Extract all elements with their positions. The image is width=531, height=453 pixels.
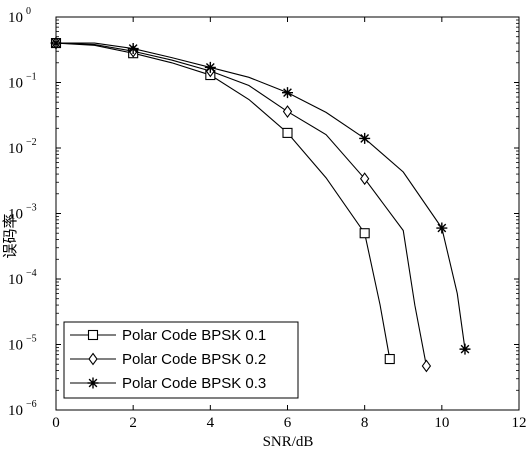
series-3 <box>50 37 471 355</box>
x-tick-label: 2 <box>129 415 137 431</box>
y-tick-exponent: −2 <box>26 137 37 148</box>
y-tick-label: 10 <box>8 272 23 288</box>
legend: Polar Code BPSK 0.1 Polar Code BPSK 0.2 Po… <box>63 321 299 399</box>
series-line <box>55 42 391 360</box>
axis-ticks: 10 010 −110 −210 −310 −410 −510 −60 2 4 6 8 10 12 <box>8 6 527 431</box>
legend-label: Polar Code BPSK 0.1 <box>122 327 266 344</box>
series-line <box>56 42 466 350</box>
legend-item: Polar Code BPSK 0.3 <box>70 375 266 392</box>
series-line <box>55 42 427 367</box>
plot-frame <box>55 16 520 411</box>
legend-item: Polar Code BPSK 0.1 <box>70 327 266 344</box>
diamond-marker <box>88 352 98 366</box>
y-tick-exponent: −1 <box>26 72 37 83</box>
y-axis-label: 误码率 <box>1 213 19 258</box>
square-marker <box>282 127 293 138</box>
x-tick-label: 0 <box>52 415 60 431</box>
star-marker <box>459 343 471 355</box>
series-layer <box>50 36 471 373</box>
series-1 <box>50 38 395 365</box>
star-marker <box>87 377 99 389</box>
legend-label: Polar Code BPSK 0.3 <box>122 375 266 392</box>
y-tick-label: 10 <box>8 207 23 223</box>
star-marker <box>436 222 448 234</box>
legend-label: Polar Code BPSK 0.2 <box>122 351 266 368</box>
star-marker <box>282 87 293 99</box>
star-marker <box>127 43 139 55</box>
y-tick-label: 10 <box>8 10 23 26</box>
diamond-marker <box>359 172 370 186</box>
y-tick-label: 10 <box>8 338 23 354</box>
series-2 <box>51 36 432 373</box>
star-marker <box>204 61 216 73</box>
square-marker <box>384 353 395 365</box>
x-tick-label: 6 <box>284 415 292 431</box>
square-marker <box>87 329 99 341</box>
x-tick-label: 12 <box>512 415 527 431</box>
y-tick-label: 10 <box>8 141 23 157</box>
star-marker <box>359 132 371 144</box>
square-marker <box>359 228 370 239</box>
y-tick-label: 10 <box>8 76 23 92</box>
legend-item: Polar Code BPSK 0.2 <box>70 351 266 368</box>
y-tick-exponent: 0 <box>26 6 31 17</box>
x-tick-label: 8 <box>361 415 369 431</box>
diamond-marker <box>421 359 432 373</box>
x-tick-label: 10 <box>434 415 449 431</box>
x-axis-label: SNR/dB <box>263 434 314 450</box>
y-tick-label: 10 <box>8 403 23 419</box>
y-tick-exponent: −4 <box>26 268 37 279</box>
x-tick-label: 4 <box>207 415 215 431</box>
y-tick-exponent: −5 <box>26 334 37 345</box>
y-tick-exponent: −3 <box>26 203 37 214</box>
y-tick-exponent: −6 <box>26 399 37 410</box>
diamond-marker <box>282 105 293 118</box>
